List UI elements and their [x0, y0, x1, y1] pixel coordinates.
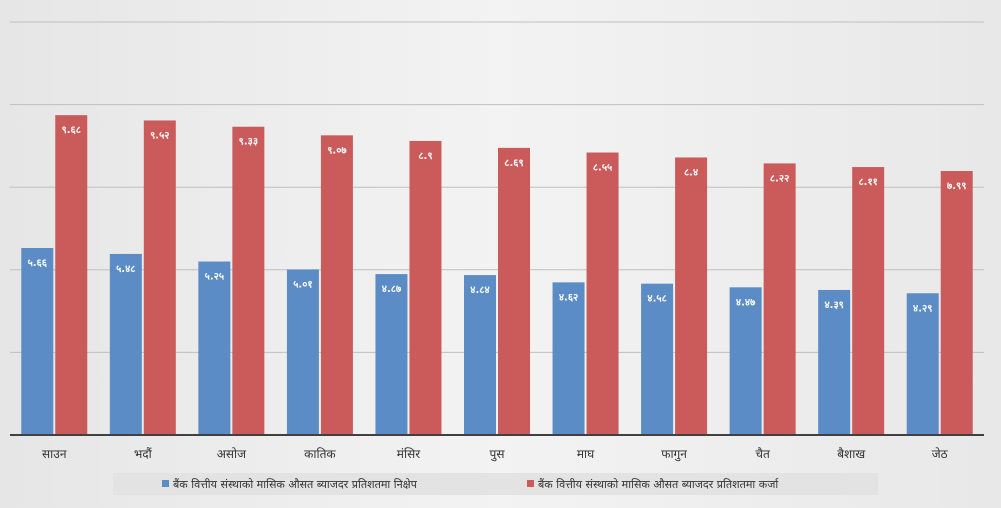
- bar-loan: [320, 135, 353, 435]
- bar-loan: [409, 140, 442, 435]
- bar-loan: [55, 115, 88, 436]
- bar-deposit: [729, 287, 762, 435]
- bar-deposit: [198, 261, 231, 435]
- x-tick-label: फागुन: [661, 447, 687, 462]
- data-label-deposit: ४.६२: [559, 292, 578, 303]
- legend: बैंक वित्तीय संस्थाको मासिक औसत ब्याजदर …: [113, 473, 878, 495]
- bar-loan: [232, 126, 265, 435]
- data-labels: ५.६६ ५.४८ ५.२५ ५.०१ ४.८७ ४.८४ ४.६२ ४.५८ ४.४७ ४.३९…: [28, 125, 967, 314]
- x-tick-label: मंसिर: [397, 447, 421, 461]
- data-label-deposit: ५.०१: [293, 279, 312, 290]
- bar-deposit: [906, 293, 939, 435]
- x-tick-label: कातिक: [304, 447, 336, 461]
- bar-deposit: [375, 274, 408, 435]
- bar-loan: [940, 171, 973, 435]
- x-tick-label: साउन: [42, 447, 67, 461]
- data-label-loan: ८.२२: [770, 173, 789, 184]
- data-label-deposit: ४.५८: [647, 294, 666, 305]
- x-tick-label: जेठ: [932, 447, 949, 461]
- data-label-deposit: ४.४७: [736, 297, 756, 308]
- data-label-deposit: ४.३९: [824, 300, 843, 311]
- bar-deposit: [818, 289, 851, 435]
- bar-loan: [675, 157, 708, 436]
- bars: [21, 115, 973, 436]
- bar-deposit: [464, 275, 496, 435]
- bar-loan: [498, 147, 530, 436]
- x-tick-label: असोज: [217, 447, 247, 461]
- data-label-deposit: ५.६६: [28, 258, 48, 269]
- data-label-loan: ७.९९: [947, 181, 966, 192]
- bar-deposit: [109, 253, 142, 435]
- data-label-deposit: ४.८७: [382, 284, 402, 295]
- x-tick-labels: साउन भदौं असोज कातिक मंसिर पुस माघ फागुन चैत बैशा…: [42, 447, 949, 462]
- bar-loan: [852, 167, 885, 435]
- data-label-loan: ९.६८: [62, 125, 81, 136]
- bar-deposit: [552, 282, 585, 435]
- legend-swatch-deposit: [162, 480, 169, 487]
- x-tick-label: बैशाख: [837, 447, 865, 461]
- legend-label-deposit: बैंक वित्तीय संस्थाको मासिक औसत ब्याजदर …: [173, 478, 418, 491]
- data-label-loan: ९.३३: [239, 137, 258, 148]
- bar-deposit: [641, 283, 674, 435]
- x-tick-label: माघ: [577, 447, 595, 461]
- x-tick-label: भदौं: [134, 447, 153, 461]
- legend-swatch-loan: [527, 480, 534, 487]
- data-label-loan: ८.९: [418, 151, 432, 162]
- data-label-loan: ८.४: [684, 167, 698, 178]
- x-tick-label: पुस: [490, 447, 506, 462]
- data-label-deposit: ४.८४: [470, 285, 489, 296]
- data-label-loan: ८.५५: [593, 163, 612, 174]
- bar-deposit: [286, 269, 319, 435]
- data-label-deposit: ५.२५: [205, 272, 224, 283]
- bar-loan: [763, 163, 796, 435]
- data-label-deposit: ४.२९: [913, 303, 932, 314]
- bar-deposit: [21, 247, 54, 435]
- data-label-loan: ८.६९: [504, 158, 523, 169]
- data-label-loan: ९.०७: [327, 145, 347, 156]
- data-label-loan: ९.५२: [150, 130, 169, 141]
- bar-loan: [586, 152, 619, 435]
- bar-loan: [143, 120, 176, 435]
- legend-label-loan: बैंक वित्तीय संस्थाको मासिक औसत ब्याजदर …: [538, 478, 779, 491]
- x-tick-label: चैत: [755, 447, 771, 461]
- legend-background: [113, 473, 878, 495]
- data-label-loan: ८.११: [858, 177, 877, 188]
- data-label-deposit: ५.४८: [116, 264, 135, 275]
